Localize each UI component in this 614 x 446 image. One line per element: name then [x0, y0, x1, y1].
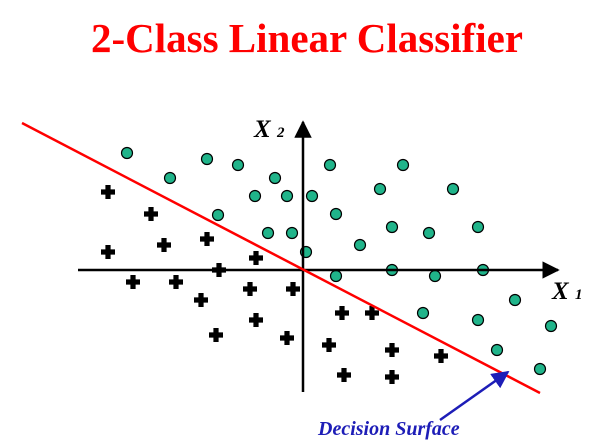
positive-point-9 [323, 158, 337, 172]
positive-point-14 [261, 226, 275, 240]
diagram-title: 2-Class Linear Classifier [90, 15, 523, 61]
class-positive-points [120, 146, 558, 376]
negative-point-11 [243, 282, 257, 296]
positive-point-22 [329, 269, 343, 283]
decision-surface-arrow [439, 370, 510, 422]
negative-point-7 [126, 275, 140, 289]
positive-point-4 [231, 158, 245, 172]
x1-axis-label: X 1 [552, 278, 583, 305]
negative-point-16 [335, 306, 349, 320]
negative-point-13 [249, 313, 263, 327]
negative-point-15 [280, 331, 294, 345]
negative-point-18 [322, 338, 336, 352]
positive-point-7 [280, 189, 294, 203]
positive-point-16 [329, 207, 343, 221]
positive-point-10 [373, 182, 387, 196]
positive-point-29 [544, 319, 558, 333]
negative-point-8 [169, 275, 183, 289]
positive-point-31 [533, 362, 547, 376]
negative-point-6 [249, 251, 263, 265]
positive-point-6 [248, 189, 262, 203]
negative-point-20 [434, 349, 448, 363]
negative-point-14 [209, 328, 223, 342]
positive-point-30 [490, 343, 504, 357]
positive-point-26 [508, 293, 522, 307]
class-negative-points [101, 185, 448, 384]
negative-point-17 [365, 306, 379, 320]
negative-point-5 [101, 245, 115, 259]
negative-point-22 [385, 370, 399, 384]
negative-point-1 [101, 185, 115, 199]
positive-point-20 [422, 226, 436, 240]
positive-point-18 [353, 238, 367, 252]
positive-point-3 [200, 152, 214, 166]
positive-point-27 [416, 306, 430, 320]
decision-boundary-line [21, 121, 541, 395]
negative-point-10 [194, 293, 208, 307]
positive-point-28 [471, 313, 485, 327]
positive-point-2 [163, 171, 177, 185]
positive-point-19 [385, 220, 399, 234]
negative-point-21 [337, 368, 351, 382]
negative-point-4 [200, 232, 214, 246]
negative-point-19 [385, 343, 399, 357]
positive-point-15 [285, 226, 299, 240]
positive-point-11 [396, 158, 410, 172]
decision-surface-label: Decision Surface [318, 418, 460, 440]
x2-axis-label: X 2 [254, 116, 285, 143]
positive-point-8 [305, 189, 319, 203]
positive-point-13 [211, 208, 225, 222]
positive-point-1 [120, 146, 134, 160]
negative-point-12 [286, 282, 300, 296]
positive-point-24 [428, 269, 442, 283]
negative-point-2 [144, 207, 158, 221]
positive-point-21 [471, 220, 485, 234]
positive-point-12 [446, 182, 460, 196]
positive-point-5 [268, 171, 282, 185]
negative-point-3 [157, 238, 171, 252]
